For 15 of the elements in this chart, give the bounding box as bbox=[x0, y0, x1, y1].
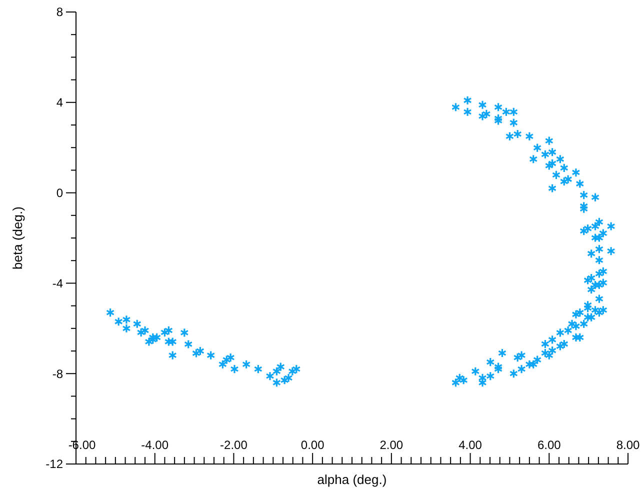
y-tick-label: 4 bbox=[56, 96, 64, 110]
y-tick-label: 0 bbox=[56, 186, 64, 200]
x-tick-label: -2.00 bbox=[220, 438, 248, 452]
x-tick-label: 2.00 bbox=[380, 438, 404, 452]
x-tick-label: 6.00 bbox=[537, 438, 562, 452]
y-tick-label: 8 bbox=[56, 5, 64, 20]
x-tick-label: 8.00 bbox=[616, 438, 640, 452]
y-axis-title: beta (deg.) bbox=[10, 206, 25, 270]
x-tick-label: 0.00 bbox=[300, 438, 325, 452]
y-tick-label: -4 bbox=[52, 276, 64, 290]
y-tick-label: -12 bbox=[46, 457, 64, 472]
y-tick-label: -8 bbox=[52, 366, 64, 381]
x-axis-title: alpha (deg.) bbox=[317, 472, 387, 487]
x-tick-label: -4.00 bbox=[141, 438, 169, 452]
x-tick-label: 4.00 bbox=[458, 438, 482, 452]
